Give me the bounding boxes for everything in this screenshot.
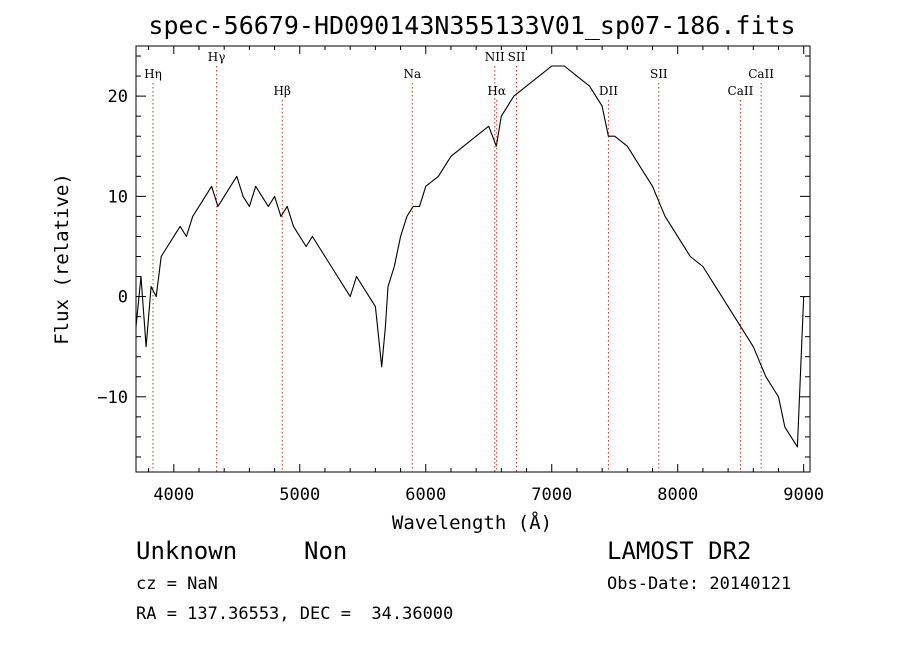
marker-label: SII [650, 67, 668, 81]
marker-label: CaII [748, 67, 774, 81]
subclass-label: Non [304, 537, 347, 565]
x-tick-label: 4000 [153, 485, 194, 505]
y-tick-label: 20 [108, 87, 128, 107]
x-tick-label: 8000 [657, 485, 698, 505]
plot-area: Hη Hγ Hβ Na NII Hα SII DII SII CaII CaII 4000 5000 6… [97, 45, 824, 505]
x-tick-label: 6000 [405, 485, 446, 505]
marker-label: NII [485, 50, 505, 64]
coords-label: RA = 137.36553, DEC = 34.36000 [136, 604, 453, 624]
x-tick-label: 7000 [531, 485, 572, 505]
marker-label: Hγ [208, 50, 226, 64]
class-label: Unknown [136, 537, 237, 565]
marker-label: Na [403, 67, 421, 81]
obs-date-label: Obs-Date: 20140121 [607, 574, 791, 594]
marker-label: Hα [487, 84, 506, 98]
x-axis-label: Wavelength (Å) [392, 511, 552, 534]
y-tick-label: 0 [118, 288, 128, 308]
x-tick-label: 9000 [783, 485, 824, 505]
marker-label: Hη [144, 67, 162, 81]
marker-label: CaII [728, 84, 754, 98]
survey-label: LAMOST DR2 [607, 537, 752, 565]
y-tick-label: −10 [97, 388, 128, 408]
y-axis-ticks: −10 0 10 20 [97, 55, 810, 458]
marker-label: SII [508, 50, 526, 64]
x-axis-ticks: 4000 5000 6000 7000 8000 9000 [148, 46, 824, 505]
y-tick-label: 10 [108, 187, 128, 207]
cz-label: cz = NaN [136, 574, 218, 594]
y-axis-label: Flux (relative) [51, 173, 73, 345]
plot-frame [135, 45, 811, 473]
marker-label: DII [599, 84, 618, 98]
x-tick-label: 5000 [279, 485, 320, 505]
spectrum-line [135, 65, 805, 448]
line-markers: Hη Hγ Hβ Na NII Hα SII DII SII CaII CaII [144, 50, 774, 472]
chart-title: spec-56679-HD090143N355133V01_sp07-186.f… [148, 11, 795, 40]
marker-label: Hβ [274, 84, 291, 98]
